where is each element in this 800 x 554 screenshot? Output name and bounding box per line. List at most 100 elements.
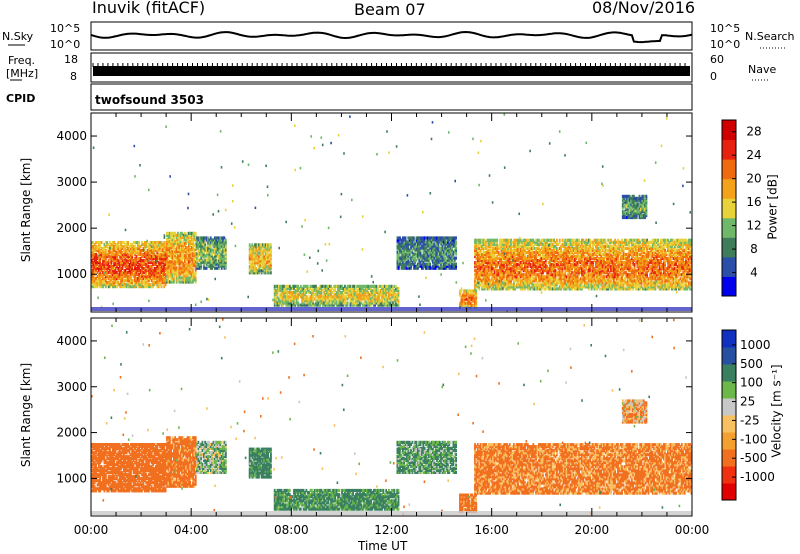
power-echo-cell (326, 297, 328, 301)
power-echo-cell (181, 262, 183, 266)
power-echo-cell (131, 255, 134, 259)
power-echo-cell (127, 275, 129, 279)
power-echo-cell (445, 260, 448, 264)
power-echo-cell (507, 240, 510, 244)
power-echo-cell (415, 258, 418, 262)
power-echo-cell (134, 265, 136, 269)
power-echo-cell (130, 245, 132, 249)
power-echo-cell (412, 252, 415, 256)
power-echo-cell (189, 231, 192, 235)
power-echo-cell (113, 255, 116, 259)
power-echo-cell (142, 247, 145, 251)
power-echo-cell (185, 237, 187, 242)
power-echo-cell (252, 259, 255, 263)
power-echo-cell (451, 264, 453, 268)
power-echo-cell (451, 238, 453, 242)
power-echo-cell (442, 250, 445, 254)
power-echo-cell (408, 266, 411, 270)
power-echo-cell (186, 258, 189, 262)
power-echo-cell (125, 267, 128, 271)
power-echo-cell (197, 246, 200, 250)
power-echo-cell (192, 272, 194, 276)
power-echo-cell (203, 252, 205, 256)
power-echo-cell (381, 301, 383, 305)
power-echo-cell (145, 253, 148, 257)
power-echo-cell (110, 261, 113, 265)
power-echo-cell (171, 276, 174, 280)
power-echo-cell (501, 265, 504, 269)
power-echo-cell (118, 257, 121, 261)
power-echo-cell (171, 270, 174, 274)
power-echo-cell (394, 301, 397, 305)
power-echo-cell (493, 246, 496, 250)
power-echo-cell (102, 275, 104, 279)
power-echo-cell (508, 271, 511, 275)
power-echo-cell (517, 267, 519, 271)
power-echo-cell (139, 259, 142, 263)
power-echo-cell (192, 268, 194, 272)
power-echo-cell (342, 293, 345, 297)
power-echo-cell (263, 243, 266, 247)
power-echo-cell (423, 250, 426, 254)
power-echo-cell (514, 256, 517, 261)
power-echo-cell (396, 297, 399, 301)
power-echo-cell (170, 233, 172, 237)
power-echo-cell (399, 258, 401, 262)
power-echo-cell (475, 277, 478, 281)
power-echo-cell (146, 261, 149, 265)
power-echo-cell (207, 238, 209, 242)
power-echo-cell (485, 256, 487, 261)
power-echo-cell (110, 265, 113, 269)
power-echo-cell (273, 301, 276, 305)
power-echo-cell (467, 289, 469, 293)
power-echo-cell (382, 289, 385, 293)
power-echo-cell (522, 254, 525, 259)
power-echo-cell (486, 275, 489, 279)
power-echo-cell (535, 287, 537, 291)
power-echo-cell (171, 250, 174, 254)
power-echo-cell (92, 279, 95, 283)
power-echo-cell (414, 266, 417, 270)
power-echo-cell (125, 255, 128, 259)
power-echo-cell (288, 289, 291, 293)
power-echo-cell (474, 283, 476, 287)
power-echo-cell (304, 289, 306, 293)
power-echo-cell (377, 299, 379, 303)
power-echo-cell (497, 271, 500, 275)
power-echo-cell (475, 238, 478, 242)
power-echo-cell (528, 275, 531, 279)
power-echo-cell (150, 279, 153, 283)
power-echo-cell (179, 280, 182, 284)
power-echo-cell (425, 242, 427, 246)
power-echo-cell (150, 283, 153, 287)
power-echo-cell (526, 283, 529, 287)
power-echo-cell (452, 238, 455, 242)
power-echo-cell (182, 280, 185, 284)
power-echo-cell (186, 252, 189, 256)
power-echo-cell (110, 273, 113, 277)
power-echo-cell (127, 243, 129, 247)
power-echo-cell (279, 295, 282, 299)
power-echo-cell (533, 265, 536, 269)
power-echo-cell (93, 253, 96, 257)
power-echo-cell (507, 275, 510, 279)
power-echo-cell (482, 256, 485, 261)
power-echo-cell (517, 246, 519, 250)
power-echo-cell (438, 266, 441, 270)
power-echo-cell (121, 281, 124, 285)
power-echo-cell (179, 241, 182, 246)
power-echo-cell (168, 266, 171, 270)
power-echo-cell (213, 258, 216, 262)
power-echo-cell (294, 291, 297, 295)
power-echo-cell (157, 257, 160, 261)
power-echo-cell (118, 267, 121, 271)
power-echo-cell (331, 291, 334, 295)
power-echo-cell (132, 245, 135, 249)
power-echo-cell (216, 246, 219, 250)
power-echo-cell (259, 265, 262, 269)
power-echo-cell (308, 291, 310, 295)
power-echo-cell (171, 237, 174, 242)
power-echo-cell (156, 279, 159, 283)
power-echo-cell (412, 240, 415, 244)
power-echo-cell (508, 244, 511, 248)
